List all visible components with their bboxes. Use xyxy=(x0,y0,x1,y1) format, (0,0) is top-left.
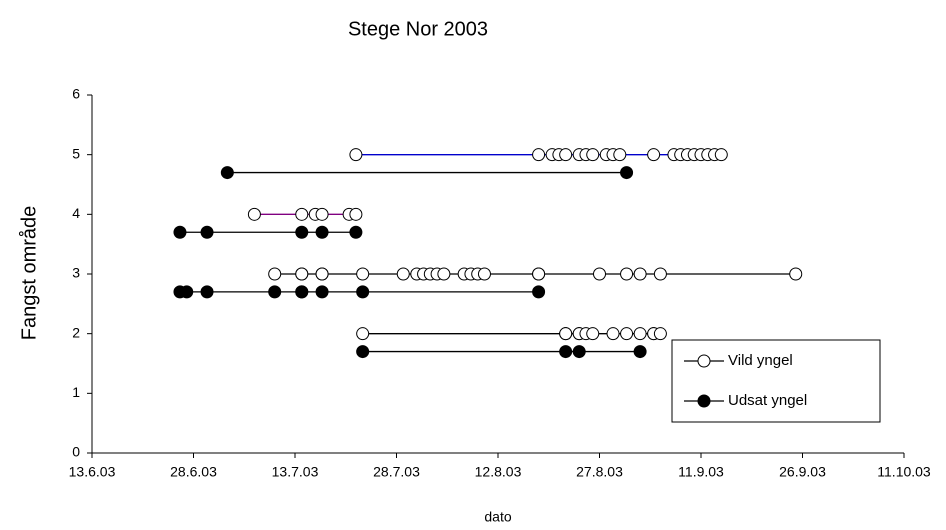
data-point xyxy=(559,327,573,341)
x-tick-label: 11.10.03 xyxy=(877,464,931,480)
data-point xyxy=(349,225,363,239)
data-point xyxy=(606,327,620,341)
legend-label: Udsat yngel xyxy=(728,392,807,409)
data-point xyxy=(268,267,282,281)
data-point xyxy=(356,327,370,341)
data-point xyxy=(295,225,309,239)
data-point xyxy=(247,207,261,221)
data-point xyxy=(200,285,214,299)
data-point xyxy=(714,148,728,162)
data-point xyxy=(620,327,634,341)
data-point xyxy=(180,285,194,299)
data-point xyxy=(559,148,573,162)
data-point xyxy=(532,285,546,299)
data-point xyxy=(295,285,309,299)
data-point xyxy=(477,267,491,281)
data-point xyxy=(437,267,451,281)
data-point xyxy=(356,345,370,359)
data-point xyxy=(559,345,573,359)
x-tick-label: 12.8.03 xyxy=(475,464,522,480)
y-tick-label: 0 xyxy=(72,444,80,460)
data-point xyxy=(620,267,634,281)
x-tick-label: 11.9.03 xyxy=(678,464,724,480)
x-tick-label: 28.7.03 xyxy=(373,464,420,480)
data-point xyxy=(586,327,600,341)
data-point xyxy=(295,267,309,281)
x-tick-label: 13.6.03 xyxy=(69,464,116,480)
data-point xyxy=(356,267,370,281)
data-point xyxy=(220,166,234,180)
data-point xyxy=(633,345,647,359)
data-point xyxy=(396,267,410,281)
data-point xyxy=(789,267,803,281)
data-point xyxy=(633,267,647,281)
data-point xyxy=(295,207,309,221)
data-point xyxy=(620,166,634,180)
data-point xyxy=(349,207,363,221)
data-point xyxy=(647,148,661,162)
data-point xyxy=(532,148,546,162)
y-tick-label: 5 xyxy=(72,145,80,161)
data-point xyxy=(653,267,667,281)
x-tick-label: 13.7.03 xyxy=(272,464,319,480)
legend-marker xyxy=(697,394,711,408)
legend-label: Vild yngel xyxy=(728,352,793,369)
data-point xyxy=(586,148,600,162)
data-point xyxy=(572,345,586,359)
y-tick-label: 6 xyxy=(72,86,80,102)
data-point xyxy=(356,285,370,299)
legend-marker xyxy=(697,354,711,368)
y-tick-label: 3 xyxy=(72,265,80,281)
data-point xyxy=(653,327,667,341)
data-point xyxy=(173,225,187,239)
y-tick-label: 4 xyxy=(72,205,80,221)
data-point xyxy=(268,285,282,299)
data-point xyxy=(349,148,363,162)
chart-title: Stege Nor 2003 xyxy=(348,18,488,40)
x-axis-title: dato xyxy=(484,509,511,525)
x-tick-label: 27.8.03 xyxy=(576,464,623,480)
y-tick-label: 2 xyxy=(72,324,80,340)
data-point xyxy=(315,267,329,281)
data-point xyxy=(532,267,546,281)
x-tick-label: 26.9.03 xyxy=(779,464,826,480)
data-point xyxy=(315,225,329,239)
data-point xyxy=(315,285,329,299)
x-tick-label: 28.6.03 xyxy=(170,464,217,480)
y-tick-label: 1 xyxy=(72,384,80,400)
legend-box xyxy=(671,339,881,423)
data-point xyxy=(200,225,214,239)
y-axis-title: Fangst område xyxy=(18,206,40,341)
data-point xyxy=(613,148,627,162)
data-point xyxy=(633,327,647,341)
data-point xyxy=(315,207,329,221)
data-point xyxy=(593,267,606,281)
